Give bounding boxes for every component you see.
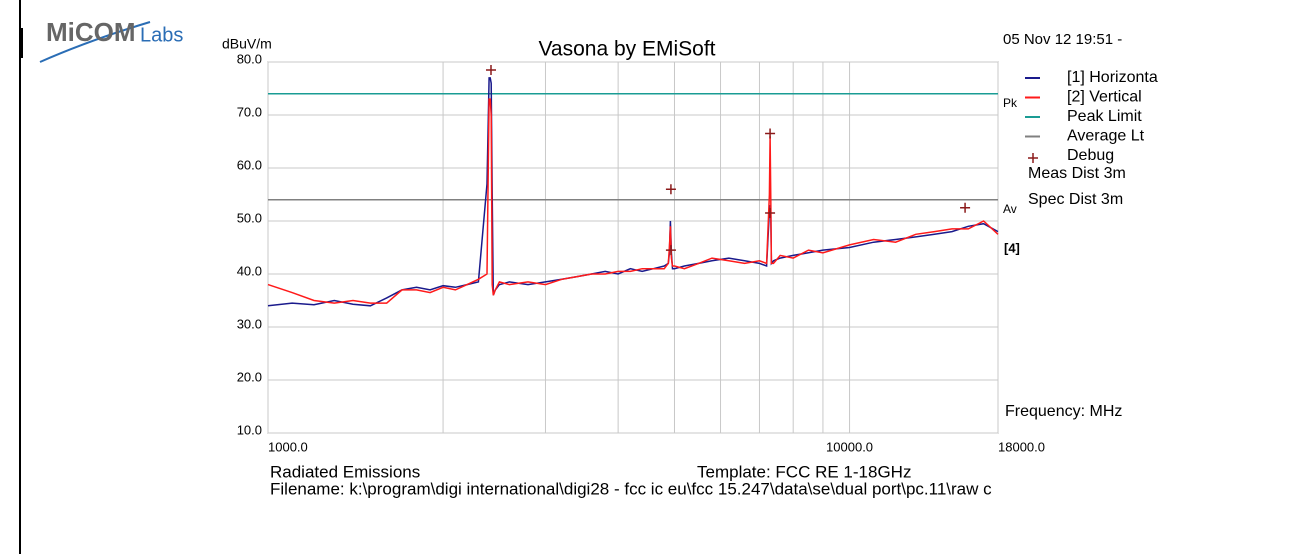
x-tick-label: 10000.0 [826, 439, 873, 454]
footer-template: Template: FCC RE 1-18GHz [697, 462, 911, 481]
y-axis-label: dBuV/m [222, 36, 272, 52]
legend-label: [1] Horizonta [1067, 69, 1158, 86]
footer-left: Radiated Emissions [270, 462, 420, 481]
debug-marker [665, 245, 676, 256]
plot-frame [267, 61, 999, 434]
footer-filename: Filename: k:\program\digi international\… [270, 479, 992, 498]
legend-label: Average Lt [1067, 128, 1145, 145]
y-tick-label: 60.0 [237, 157, 262, 172]
debug-marker [665, 184, 676, 195]
y-tick-label: 10.0 [237, 422, 262, 437]
y-tick-label: 30.0 [237, 316, 262, 331]
y-tick-label: 50.0 [237, 210, 262, 225]
legend-label: Peak Limit [1067, 108, 1142, 125]
note: Spec Dist 3m [1028, 191, 1123, 208]
debug-marker [765, 208, 776, 219]
chart-title: Vasona by EMiSoft [538, 38, 715, 61]
x-tick-label: 1000.0 [268, 439, 308, 454]
y-tick-label: 40.0 [237, 263, 262, 278]
x-axis-label: Frequency: MHz [1005, 403, 1122, 420]
logo-sub: Labs [140, 24, 183, 46]
y-tick-label: 80.0 [237, 51, 262, 66]
legend-swatch [1028, 153, 1038, 163]
legend-label: [2] Vertical [1067, 89, 1142, 106]
side-tag: [4] [1004, 240, 1020, 255]
x-tick-label: 18000.0 [998, 439, 1045, 454]
logo-swoosh [39, 21, 151, 63]
debug-marker [960, 202, 971, 213]
logo-main: MiCOM [46, 17, 136, 47]
series-line [267, 98, 999, 304]
limit-tag: Pk [1003, 96, 1018, 110]
note: Meas Dist 3m [1028, 165, 1126, 182]
y-tick-label: 70.0 [237, 104, 262, 119]
y-tick-label: 20.0 [237, 369, 262, 384]
limit-tag: Av [1003, 202, 1017, 216]
debug-marker [765, 128, 776, 139]
debug-marker [485, 64, 496, 75]
date: 05 Nov 12 19:51 - [1003, 31, 1122, 48]
legend-label: Debug [1067, 147, 1114, 164]
